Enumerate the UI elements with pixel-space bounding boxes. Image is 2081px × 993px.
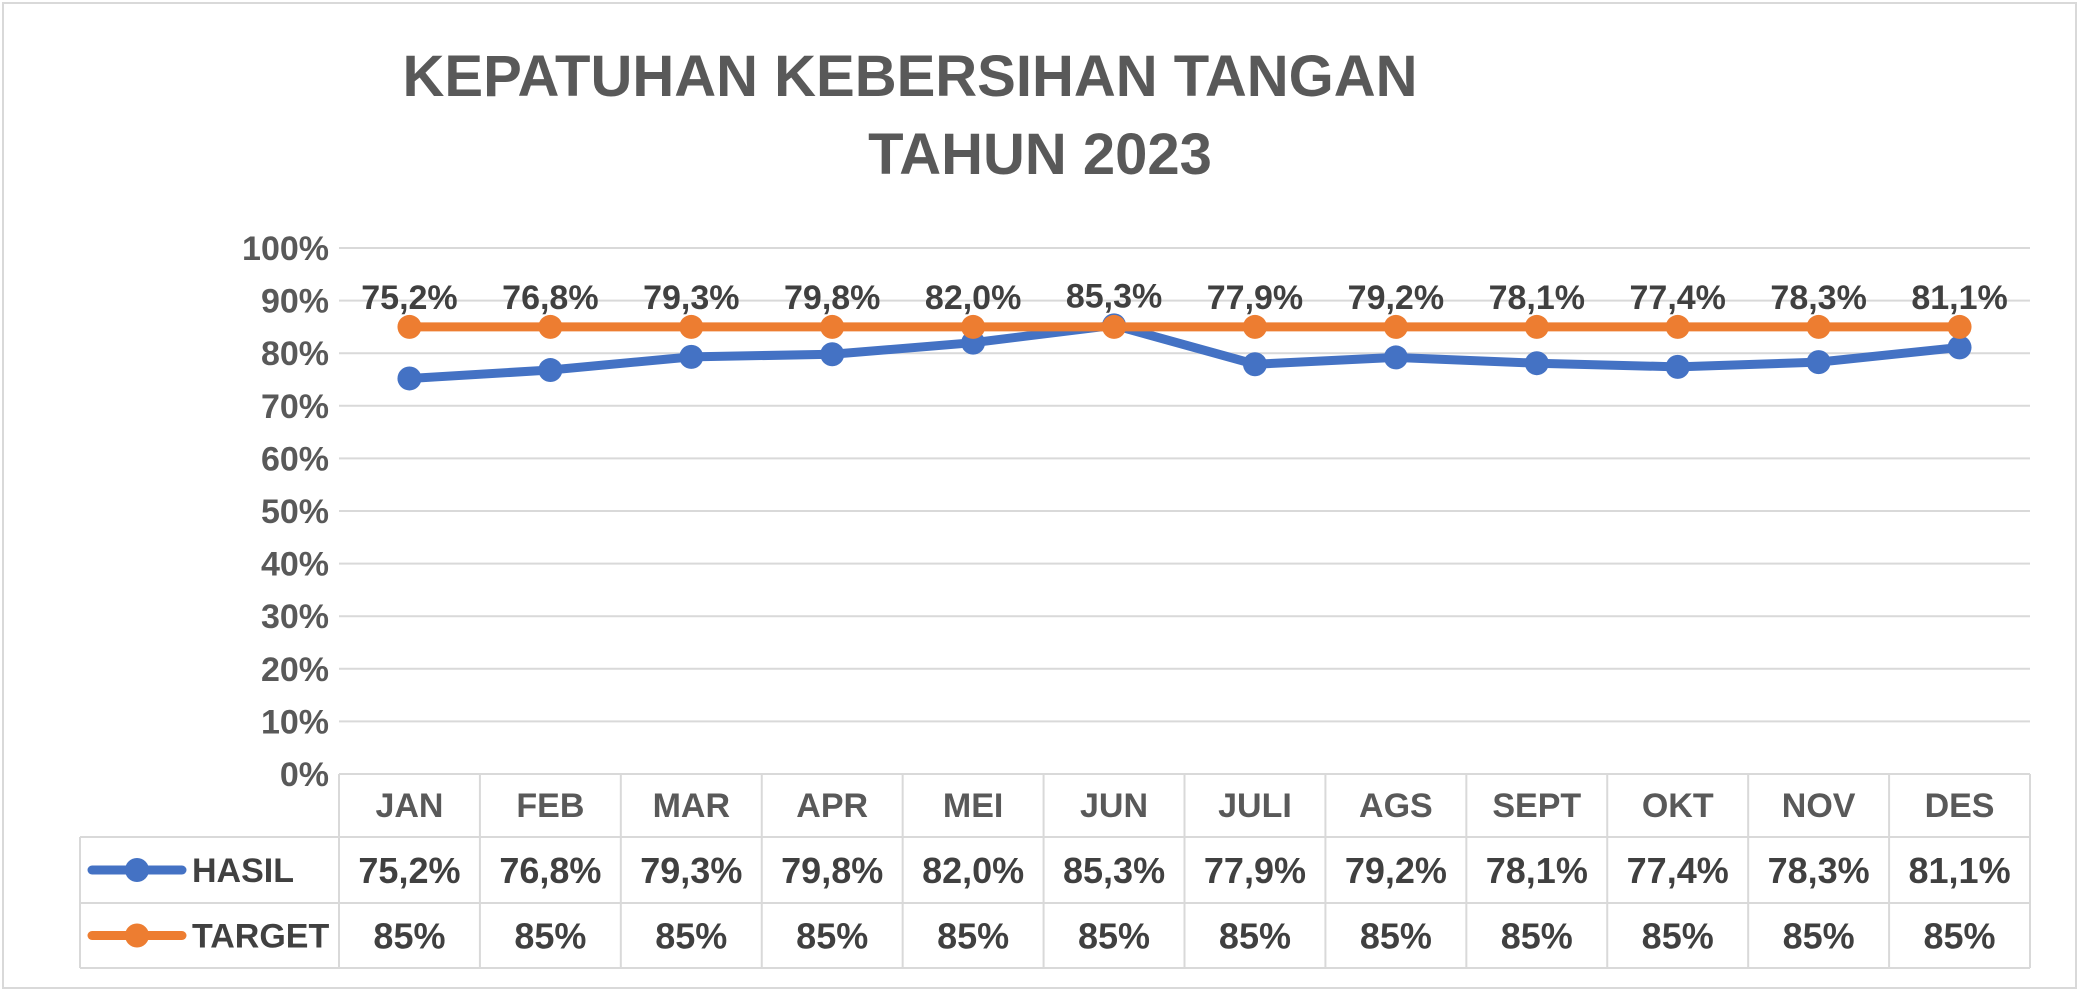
category-label: APR <box>796 787 868 825</box>
data-label: 79,3% <box>643 279 739 317</box>
table-cell: 85% <box>373 916 445 957</box>
table-cell: 79,2% <box>1345 850 1447 891</box>
y-tick-label: 50% <box>261 493 329 531</box>
table-cell: 85% <box>937 916 1009 957</box>
category-label: JAN <box>375 787 443 825</box>
data-labels: 75,2% 76,8% 79,3% 79,8% 82,0% 85,3% 77,9% 79,2%… <box>361 277 2007 317</box>
data-label: 78,3% <box>1770 279 1866 317</box>
data-point <box>538 314 563 339</box>
table-cell: 78,1% <box>1486 850 1588 891</box>
table-cell: 79,3% <box>640 850 742 891</box>
data-point <box>1947 335 1972 360</box>
data-point <box>1806 350 1831 375</box>
data-point <box>820 342 845 367</box>
category-label: JULI <box>1218 787 1292 825</box>
data-point <box>1947 314 1972 339</box>
table-cell: 85,3% <box>1063 850 1165 891</box>
category-label: NOV <box>1782 787 1856 825</box>
legend-marker <box>125 858 149 882</box>
series-name: HASIL <box>192 852 294 890</box>
table-cell: 85% <box>1219 916 1291 957</box>
data-point <box>1665 314 1690 339</box>
table-cell: 85% <box>1360 916 1432 957</box>
category-label: OKT <box>1642 787 1714 825</box>
y-tick-label: 40% <box>261 546 329 584</box>
data-point <box>679 344 704 369</box>
table-cell: 85% <box>1783 916 1855 957</box>
table-cell: 78,3% <box>1768 850 1870 891</box>
y-tick-label: 30% <box>261 598 329 636</box>
data-label: 76,8% <box>502 279 598 317</box>
category-label: JUN <box>1080 787 1148 825</box>
data-point <box>538 358 563 383</box>
y-tick-label: 100% <box>242 230 329 268</box>
y-tick-label: 20% <box>261 651 329 689</box>
table-cell: 82,0% <box>922 850 1024 891</box>
data-point <box>1524 351 1549 376</box>
table-cell: 76,8% <box>499 850 601 891</box>
data-point <box>1665 354 1690 379</box>
data-point <box>961 314 986 339</box>
table-cell: 81,1% <box>1909 850 2011 891</box>
data-label: 81,1% <box>1911 279 2007 317</box>
table-cell: 77,4% <box>1627 850 1729 891</box>
category-label: FEB <box>516 787 584 825</box>
data-point <box>820 314 845 339</box>
table-cell: 85% <box>796 916 868 957</box>
table-cell: 85% <box>1501 916 1573 957</box>
data-point <box>679 314 704 339</box>
table-cell: 85% <box>1924 916 1996 957</box>
data-label: 77,9% <box>1207 279 1303 317</box>
data-label: 75,2% <box>361 279 457 317</box>
table-cell: 85% <box>1642 916 1714 957</box>
gridlines <box>339 247 2030 723</box>
category-label: DES <box>1925 787 1995 825</box>
data-table: JAN FEB MAR APR MEI JUN JULI AGS SEPT OKT NOV DES HA… <box>79 773 2031 969</box>
series-layer <box>397 313 1972 391</box>
table-cell: 75,2% <box>358 850 460 891</box>
data-point <box>1242 352 1267 377</box>
table-cell: 85% <box>1078 916 1150 957</box>
table-cell: 85% <box>655 916 727 957</box>
y-tick-label: 90% <box>261 283 329 321</box>
data-label: 77,4% <box>1630 279 1726 317</box>
data-point <box>1524 314 1549 339</box>
series-line <box>404 320 1965 383</box>
table-cell: 85% <box>514 916 586 957</box>
data-point <box>397 314 422 339</box>
category-label: AGS <box>1359 787 1433 825</box>
category-label: SEPT <box>1492 787 1581 825</box>
legend-marker <box>125 923 149 948</box>
y-tick-label: 10% <box>261 703 329 741</box>
data-label: 78,1% <box>1489 279 1585 317</box>
category-label: MEI <box>943 787 1003 825</box>
chart-title-line-1: KEPATUHAN KEBERSIHAN TANGAN <box>403 44 1418 109</box>
data-point <box>1383 345 1408 370</box>
category-label: MAR <box>653 787 730 825</box>
table-cell: 79,8% <box>781 850 883 891</box>
series-name: TARGET <box>192 918 329 956</box>
y-tick-label: 60% <box>261 440 329 478</box>
y-axis-tick-labels: 0% 10% 20% 30% 40% 50% 60% 70% 80% 90% 100% <box>242 230 329 794</box>
data-point <box>397 366 422 391</box>
y-tick-label: 70% <box>261 388 329 426</box>
chart-title-line-2: TAHUN 2023 <box>868 122 1212 187</box>
table-cell: 77,9% <box>1204 850 1306 891</box>
data-label: 85,3% <box>1066 277 1162 315</box>
data-point <box>1806 314 1831 339</box>
y-tick-label: 0% <box>280 756 329 794</box>
data-label: 82,0% <box>925 279 1021 317</box>
data-label: 79,8% <box>784 279 880 317</box>
data-point <box>1102 314 1127 339</box>
data-label: 79,2% <box>1348 279 1444 317</box>
data-point <box>1242 314 1267 339</box>
data-point <box>1383 314 1408 339</box>
y-tick-label: 80% <box>261 335 329 373</box>
